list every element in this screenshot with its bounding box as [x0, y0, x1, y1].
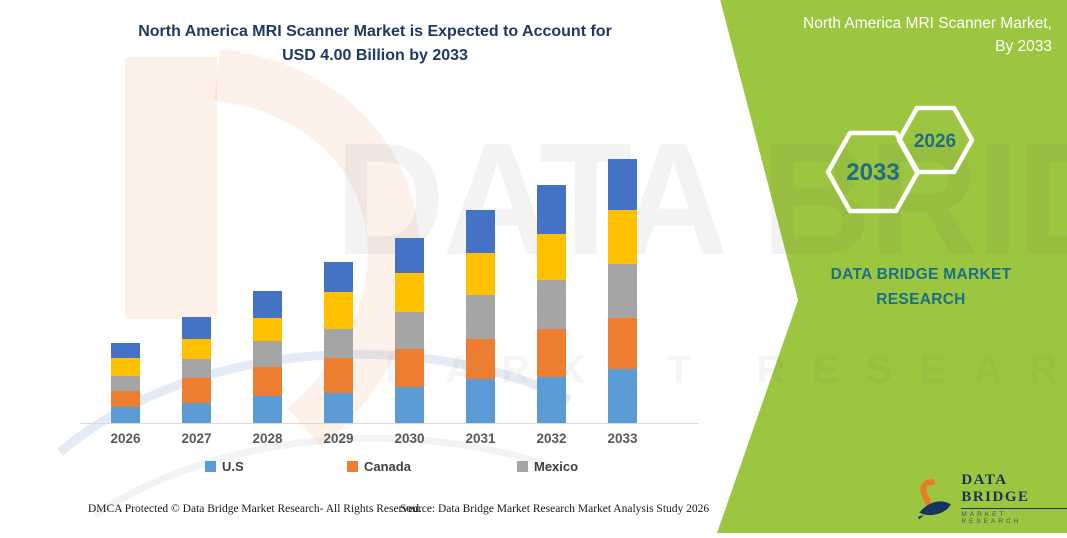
x-axis-label: 2027	[181, 431, 212, 446]
bar-segment	[608, 368, 637, 423]
footer-dmca-text: DMCA Protected © Data Bridge Market Rese…	[88, 503, 422, 515]
bar-2027	[182, 316, 211, 423]
bar-segment	[395, 386, 424, 423]
chart-legend: U.S Canada Mexico	[0, 459, 1067, 475]
bar-segment	[253, 291, 282, 319]
x-axis-label: 2031	[465, 431, 496, 446]
bar-segment	[608, 264, 637, 319]
bar-segment	[395, 311, 424, 350]
chart-title-line1: North America MRI Scanner Market is Expe…	[138, 23, 612, 40]
bar-segment	[253, 366, 282, 396]
bar-segment	[537, 280, 566, 329]
logo-text: DATA BRIDGE MARKET RESEARCH	[961, 472, 1067, 525]
chart-title: North America MRI Scanner Market is Expe…	[85, 20, 665, 68]
bar-segment	[537, 233, 566, 281]
bar-segment	[253, 318, 282, 341]
bar-2028	[253, 291, 282, 423]
bar-segment	[111, 406, 140, 423]
bar-segment	[182, 316, 211, 340]
bar-segment	[182, 402, 211, 423]
bar-segment	[324, 357, 353, 393]
bar-2026	[111, 342, 140, 423]
chart-title-line2: USD 4.00 Billion by 2033	[282, 47, 468, 64]
bar-segment	[111, 391, 140, 407]
footer-source-text: Source: Data Bridge Market Research Mark…	[400, 503, 710, 515]
data-bridge-b-icon	[917, 478, 951, 519]
bar-segment	[466, 253, 495, 295]
bar-segment	[324, 392, 353, 423]
x-axis-label: 2026	[110, 431, 141, 446]
bar-segment	[182, 359, 211, 379]
legend-label: Canada	[364, 459, 411, 474]
bar-segment	[253, 340, 282, 367]
bar-segment	[395, 273, 424, 312]
bar-segment	[111, 375, 140, 392]
footer: DMCA Protected © Data Bridge Market Rese…	[0, 503, 740, 519]
hexagon-2033-label: 2033	[846, 159, 899, 186]
legend-swatch	[347, 461, 358, 472]
legend-item-mexico: Mexico	[517, 459, 578, 474]
bar-segment	[182, 339, 211, 360]
x-axis-label: 2030	[394, 431, 425, 446]
bar-segment	[537, 328, 566, 377]
bar-segment	[395, 237, 424, 274]
bar-segment	[608, 209, 637, 265]
hexagon-2026-label: 2026	[914, 131, 956, 152]
bar-segment	[537, 184, 566, 234]
bar-segment	[253, 395, 282, 423]
brand-line1: DATA BRIDGE MARKET	[830, 266, 1012, 283]
panel-title-line1: North America MRI Scanner Market,	[803, 15, 1052, 32]
legend-item-us: U.S	[205, 459, 244, 474]
bar-2032	[537, 184, 566, 423]
bar-2030	[395, 237, 424, 423]
x-axis-label: 2028	[252, 431, 283, 446]
bar-segment	[182, 378, 211, 403]
bar-segment	[466, 338, 495, 380]
legend-swatch	[205, 461, 216, 472]
legend-label: U.S	[222, 459, 244, 474]
x-axis-label: 2029	[323, 431, 354, 446]
legend-label: Mexico	[534, 459, 579, 474]
bar-segment	[111, 358, 140, 376]
bar-2029	[324, 261, 353, 423]
bar-2031	[466, 209, 495, 423]
x-axis-label: 2033	[607, 431, 638, 446]
bar-segment	[324, 261, 353, 293]
bar-segment	[537, 376, 566, 423]
bar-segment	[608, 318, 637, 369]
legend-item-canada: Canada	[347, 459, 411, 474]
x-axis-labels: 2026 2027 2028 2029 2030 2031 2032 2033	[85, 431, 697, 449]
x-axis-label: 2032	[536, 431, 567, 446]
plot-area	[85, 155, 697, 423]
bar-segment	[324, 328, 353, 358]
brand-line2: RESEARCH	[876, 291, 966, 308]
bar-segment	[608, 159, 637, 210]
hexagon-2033	[825, 130, 921, 214]
brand-text: DATA BRIDGE MARKET RESEARCH	[795, 262, 1047, 312]
company-logo: DATA BRIDGE MARKET RESEARCH	[916, 472, 1067, 525]
panel-title: North America MRI Scanner Market, By 203…	[750, 12, 1052, 58]
logo-subtitle: MARKET RESEARCH	[961, 511, 1022, 525]
bar-segment	[111, 342, 140, 359]
bar-segment	[466, 379, 495, 423]
bar-segment	[466, 294, 495, 339]
x-axis-line	[80, 423, 698, 424]
panel-title-line2: By 2033	[995, 38, 1052, 55]
hexagon-badges: 2033 2026	[825, 105, 975, 214]
legend-swatch	[517, 461, 528, 472]
bar-segment	[395, 349, 424, 387]
bar-2033	[608, 159, 637, 423]
bar-segment	[324, 292, 353, 329]
logo-name: DATA BRIDGE	[961, 472, 1067, 509]
bar-segment	[466, 209, 495, 254]
